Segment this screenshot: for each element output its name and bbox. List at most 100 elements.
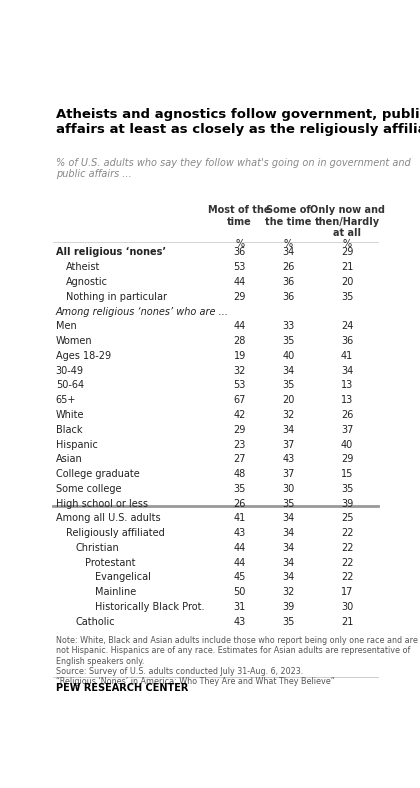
Text: Agnostic: Agnostic bbox=[66, 277, 108, 287]
Text: 34: 34 bbox=[282, 528, 294, 538]
Text: 35: 35 bbox=[282, 336, 295, 346]
Text: 23: 23 bbox=[234, 440, 246, 449]
Text: 27: 27 bbox=[234, 454, 246, 464]
Text: Evangelical: Evangelical bbox=[95, 572, 151, 582]
Text: 17: 17 bbox=[341, 587, 353, 597]
Text: 36: 36 bbox=[341, 336, 353, 346]
Text: 21: 21 bbox=[341, 617, 353, 626]
Text: Some college: Some college bbox=[56, 484, 121, 494]
Text: % of U.S. adults who say they follow what's going on in government and
public af: % of U.S. adults who say they follow wha… bbox=[56, 158, 410, 179]
Text: 53: 53 bbox=[234, 262, 246, 272]
Text: %: % bbox=[235, 239, 244, 249]
Text: 34: 34 bbox=[282, 543, 294, 553]
Text: 44: 44 bbox=[234, 543, 246, 553]
Text: Note: White, Black and Asian adults include those who report being only one race: Note: White, Black and Asian adults incl… bbox=[56, 636, 417, 686]
Text: PEW RESEARCH CENTER: PEW RESEARCH CENTER bbox=[56, 683, 188, 693]
Text: 22: 22 bbox=[341, 528, 353, 538]
Text: 35: 35 bbox=[282, 617, 295, 626]
Text: 13: 13 bbox=[341, 381, 353, 390]
Text: 32: 32 bbox=[282, 587, 295, 597]
Text: 13: 13 bbox=[341, 396, 353, 405]
Text: 48: 48 bbox=[234, 469, 246, 479]
Text: 29: 29 bbox=[341, 454, 353, 464]
Text: 34: 34 bbox=[282, 366, 294, 376]
Text: 40: 40 bbox=[341, 440, 353, 449]
Text: Atheist: Atheist bbox=[66, 262, 100, 272]
Text: Women: Women bbox=[56, 336, 92, 346]
Text: 26: 26 bbox=[282, 262, 295, 272]
Text: 34: 34 bbox=[282, 572, 294, 582]
Text: 21: 21 bbox=[341, 262, 353, 272]
Text: Some of
the time: Some of the time bbox=[265, 205, 312, 227]
Text: %: % bbox=[343, 239, 352, 249]
Text: 37: 37 bbox=[341, 425, 353, 435]
Text: Protestant: Protestant bbox=[85, 558, 136, 567]
Text: 34: 34 bbox=[282, 247, 294, 258]
Text: All religious ‘nones’: All religious ‘nones’ bbox=[56, 247, 166, 258]
Text: 22: 22 bbox=[341, 558, 353, 567]
Text: 35: 35 bbox=[341, 292, 353, 302]
Text: 44: 44 bbox=[234, 558, 246, 567]
Text: 24: 24 bbox=[341, 322, 353, 331]
Text: 32: 32 bbox=[234, 366, 246, 376]
Text: 20: 20 bbox=[341, 277, 353, 287]
Text: 42: 42 bbox=[234, 410, 246, 420]
Text: 39: 39 bbox=[282, 602, 294, 612]
Text: 40: 40 bbox=[282, 351, 294, 361]
Text: 67: 67 bbox=[234, 396, 246, 405]
Text: 19: 19 bbox=[234, 351, 246, 361]
Text: 26: 26 bbox=[341, 410, 353, 420]
Text: High school or less: High school or less bbox=[56, 499, 148, 508]
Text: 20: 20 bbox=[282, 396, 295, 405]
Text: Among all U.S. adults: Among all U.S. adults bbox=[56, 513, 160, 523]
Text: 22: 22 bbox=[341, 572, 353, 582]
Text: Hispanic: Hispanic bbox=[56, 440, 97, 449]
Text: 29: 29 bbox=[341, 247, 353, 258]
Text: Christian: Christian bbox=[75, 543, 119, 553]
Text: 30-49: 30-49 bbox=[56, 366, 84, 376]
Text: Mainline: Mainline bbox=[95, 587, 136, 597]
Text: 34: 34 bbox=[282, 425, 294, 435]
Text: 50: 50 bbox=[234, 587, 246, 597]
Text: Men: Men bbox=[56, 322, 76, 331]
Text: Most of the
time: Most of the time bbox=[208, 205, 271, 227]
Text: %: % bbox=[284, 239, 293, 249]
Text: 65+: 65+ bbox=[56, 396, 76, 405]
Text: 39: 39 bbox=[341, 499, 353, 508]
Text: Atheists and agnostics follow government, public
affairs at least as closely as : Atheists and agnostics follow government… bbox=[56, 108, 420, 136]
Text: 43: 43 bbox=[234, 528, 246, 538]
Text: 44: 44 bbox=[234, 322, 246, 331]
Text: 37: 37 bbox=[282, 440, 295, 449]
Text: Catholic: Catholic bbox=[75, 617, 115, 626]
Text: 41: 41 bbox=[234, 513, 246, 523]
Text: 35: 35 bbox=[341, 484, 353, 494]
Text: 36: 36 bbox=[234, 247, 246, 258]
Text: 36: 36 bbox=[282, 277, 294, 287]
Text: 29: 29 bbox=[234, 425, 246, 435]
Text: 43: 43 bbox=[234, 617, 246, 626]
Text: 15: 15 bbox=[341, 469, 353, 479]
Text: 36: 36 bbox=[282, 292, 294, 302]
Text: Religiously affiliated: Religiously affiliated bbox=[66, 528, 164, 538]
Text: 45: 45 bbox=[234, 572, 246, 582]
Text: Only now and
then/Hardly
at all: Only now and then/Hardly at all bbox=[310, 205, 385, 238]
Text: 30: 30 bbox=[341, 602, 353, 612]
Text: Among religious ‘nones’ who are ...: Among religious ‘nones’ who are ... bbox=[56, 307, 229, 317]
Text: Ages 18-29: Ages 18-29 bbox=[56, 351, 111, 361]
Text: 34: 34 bbox=[282, 513, 294, 523]
Text: 53: 53 bbox=[234, 381, 246, 390]
Text: Asian: Asian bbox=[56, 454, 82, 464]
Text: 41: 41 bbox=[341, 351, 353, 361]
Text: 33: 33 bbox=[282, 322, 294, 331]
Text: 29: 29 bbox=[234, 292, 246, 302]
Text: 22: 22 bbox=[341, 543, 353, 553]
Text: 34: 34 bbox=[282, 558, 294, 567]
Text: 26: 26 bbox=[234, 499, 246, 508]
Text: 44: 44 bbox=[234, 277, 246, 287]
Text: 37: 37 bbox=[282, 469, 295, 479]
Text: College graduate: College graduate bbox=[56, 469, 139, 479]
Text: 32: 32 bbox=[282, 410, 295, 420]
Text: White: White bbox=[56, 410, 84, 420]
Text: 43: 43 bbox=[282, 454, 294, 464]
Text: 50-64: 50-64 bbox=[56, 381, 84, 390]
